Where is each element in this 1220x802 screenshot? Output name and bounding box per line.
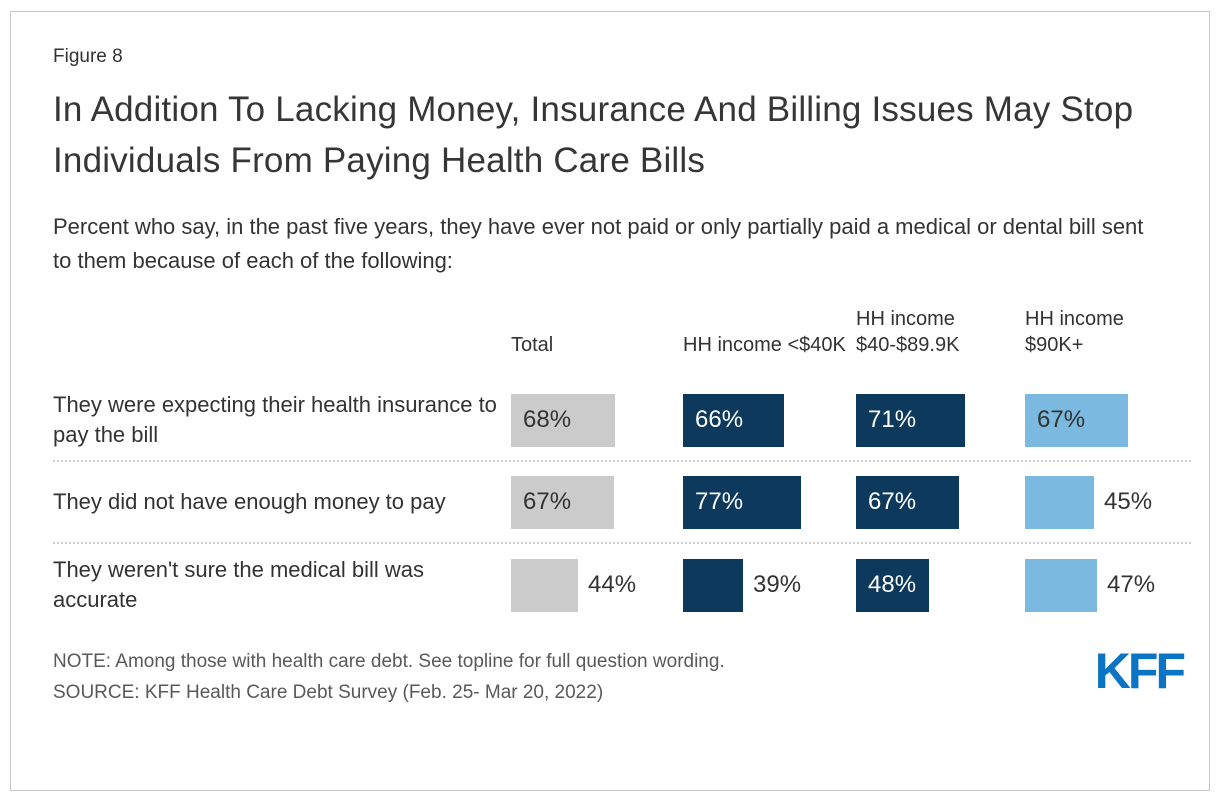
bar-value-label: 48% <box>868 571 917 598</box>
bar-segment: 67% <box>1025 393 1128 447</box>
bar-cell: 77% <box>683 475 856 529</box>
bar-value-label: 67% <box>1037 406 1086 433</box>
bar-cell: 47% <box>1025 558 1191 612</box>
row-label: They did not have enough money to pay <box>53 489 446 514</box>
source-text: SOURCE: KFF Health Care Debt Survey (Feb… <box>53 682 604 703</box>
bar-segment: 77% <box>683 475 801 529</box>
bar-value-label: 77% <box>695 488 744 515</box>
bar-segment <box>1025 558 1097 612</box>
bar-value-label: 68% <box>523 406 572 433</box>
chart-rows: They were expecting their health insuran… <box>53 380 1191 626</box>
column-header-1: HH income <$40K <box>683 334 846 356</box>
bar-value-label: 71% <box>868 406 917 433</box>
bar-segment: 48% <box>856 558 929 612</box>
bar-value-label: 67% <box>523 488 572 515</box>
note-text: NOTE: Among those with health care debt.… <box>53 651 725 672</box>
kff-logo: KFF <box>1094 643 1186 699</box>
bar-segment: 67% <box>511 475 614 529</box>
bar-segment: 68% <box>511 393 615 447</box>
bar-value-label: 67% <box>868 488 917 515</box>
bar-cell: 67% <box>511 475 683 529</box>
chart-row-0: They were expecting their health insuran… <box>53 380 1191 462</box>
row-label: They were expecting their health insuran… <box>53 392 497 447</box>
chart-title: In Addition To Lacking Money, Insurance … <box>53 90 1134 180</box>
bar-segment <box>511 558 578 612</box>
bar-cell: 48% <box>856 558 1025 612</box>
bar-cell: 45% <box>1025 475 1191 529</box>
bar-value-label: 39% <box>753 571 802 598</box>
bar-segment: 67% <box>856 475 959 529</box>
chart-row-1: They did not have enough money to pay 67%… <box>53 462 1191 544</box>
chart-row-2: They weren't sure the medical bill was a… <box>53 544 1191 626</box>
bar-cell: 67% <box>856 475 1025 529</box>
column-headers: Total HH income <$40K HH income $40-$89.9K… <box>53 306 1191 380</box>
column-header-3: HH income $90K+ <box>1025 308 1124 356</box>
figure-footer: NOTE: Among those with health care debt.… <box>53 643 1191 708</box>
row-label: They weren't sure the medical bill was a… <box>53 557 425 612</box>
bar-segment: 66% <box>683 393 784 447</box>
bar-cell: 39% <box>683 558 856 612</box>
bar-cell: 44% <box>511 558 683 612</box>
column-header-2: HH income $40-$89.9K <box>856 308 960 356</box>
bar-value-label: 44% <box>588 571 637 598</box>
bar-cell: 68% <box>511 393 683 447</box>
bar-cell: 67% <box>1025 393 1191 447</box>
column-header-0: Total <box>511 334 554 356</box>
bar-cell: 71% <box>856 393 1025 447</box>
bar-chart: Total HH income <$40K HH income $40-$89.9K… <box>53 306 1191 626</box>
figure-card: Figure 8 In Addition To Lacking Money, I… <box>10 11 1210 791</box>
bar-segment: 71% <box>856 393 965 447</box>
bar-value-label: 47% <box>1107 571 1156 598</box>
chart-subtitle: Percent who say, in the past five years,… <box>53 214 1144 273</box>
bar-cell: 66% <box>683 393 856 447</box>
bar-value-label: 45% <box>1104 488 1153 515</box>
figure-number: Figure 8 <box>53 46 123 67</box>
bar-segment <box>683 558 743 612</box>
bar-segment <box>1025 475 1094 529</box>
bar-value-label: 66% <box>695 406 744 433</box>
